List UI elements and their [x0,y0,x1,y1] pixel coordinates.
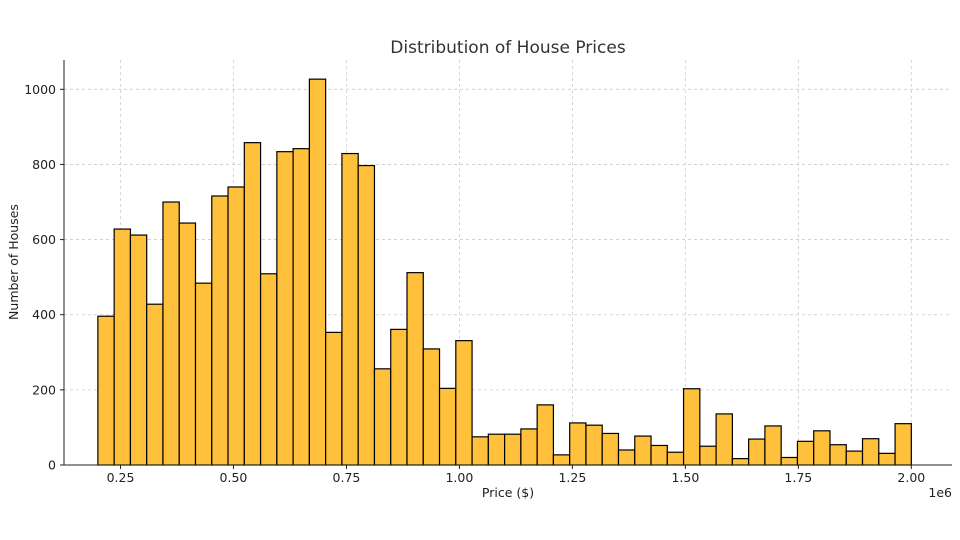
histogram-bar [422,348,441,466]
histogram-bar [780,456,799,466]
histogram-bar [292,148,310,466]
histogram-bar [520,428,538,466]
y-tick-label: 0 [48,458,56,473]
bars-layer [97,78,912,466]
histogram-bar [813,430,831,466]
histogram-bar [699,445,717,466]
x-axis-label: Price ($) [482,485,534,500]
histogram-bar [146,303,164,466]
x-tick-label: 0.50 [220,470,248,485]
histogram-bar [634,435,652,466]
y-tick-label: 1000 [24,82,56,97]
histogram-bar [243,142,262,466]
histogram-bar [325,331,343,466]
histogram-bar [227,186,245,466]
histogram-bar [194,282,213,466]
y-axis-label: Number of Houses [6,204,21,320]
y-tick-label: 800 [32,157,56,172]
x-tick-label: 1.25 [558,470,586,485]
histogram-bar [878,452,896,466]
histogram-bar [617,449,636,466]
histogram-bar [259,273,278,466]
histogram-bar [682,388,701,466]
histogram-bar [894,423,912,466]
histogram-bar [601,432,620,466]
x-tick-label: 1.00 [445,470,473,485]
ticks-layer: 0.25 0.50 0.75 1.00 1.25 1.50 1.75 2.00 0 200 400 6… [24,82,925,485]
histogram-bar [585,424,603,466]
histogram-bar [129,234,148,466]
x-tick-label: 1.50 [671,470,699,485]
x-tick-label: 2.00 [897,470,925,485]
histogram-bar [650,444,668,466]
axes-layer [63,60,952,466]
x-tick-label: 0.75 [333,470,361,485]
x-offset-text: 1e6 [928,485,952,500]
histogram-bar [455,340,473,466]
histogram-bar [829,444,847,466]
histogram-bar [373,368,392,466]
y-tick-label: 400 [32,307,56,322]
histogram-bar [341,152,359,466]
histogram-bar [276,151,294,466]
x-tick-label: 0.25 [107,470,135,485]
histogram-bar [536,404,555,466]
histogram-bar [764,425,782,466]
histogram-bar [487,433,506,466]
histogram-bar [211,195,229,466]
histogram-bar [357,164,376,466]
histogram-bar [569,422,587,466]
y-tick-label: 200 [32,382,56,397]
histogram-bar [748,438,766,466]
histogram-bar [552,454,571,466]
histogram-bar [113,228,132,466]
chart-title: Distribution of House Prices [390,38,626,58]
x-tick-label: 1.75 [784,470,812,485]
y-tick-label: 600 [32,232,56,247]
histogram-bar [504,433,522,466]
histogram-bar [390,328,408,466]
histogram-bar [796,440,815,466]
histogram-bar [97,315,115,466]
histogram-bar [471,436,489,466]
histogram-bar [406,272,424,466]
histogram-bar [308,78,327,466]
histogram-bar [731,458,750,466]
histogram-bar [845,450,864,466]
histogram-bar [861,438,880,466]
histogram-bar [162,201,180,466]
histogram-bar [178,222,197,466]
histogram-bar [438,387,457,466]
histogram-bar [715,413,733,466]
histogram-bar [666,451,685,466]
